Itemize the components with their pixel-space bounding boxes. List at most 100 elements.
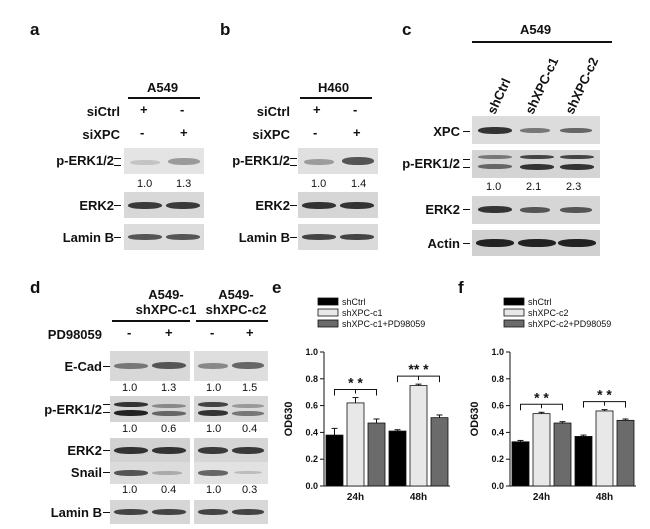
erk2-label-d: ERK2 [67,443,102,458]
quant-perk-c3: 2.3 [566,181,582,193]
y-axis-label: OD630 [283,402,295,437]
bar-1-2 [616,419,635,487]
y-tick-label-0: 0.0 [305,481,318,491]
blot-laminb-d1 [110,500,190,524]
pd-mark-4: + [246,325,254,340]
bar-1-1 [595,410,614,487]
quant-perk-d3: 1.0 [206,423,222,435]
legend-label-2: shXPC-c2+PD98059 [528,319,611,329]
blot-erk2-c [472,196,600,224]
y-tick-label-0: 0.0 [491,481,504,491]
quant-snail-4: 0.3 [242,484,258,496]
quant-ecad-2: 1.3 [161,382,177,394]
laminb-label-d: Lamin B [50,505,102,520]
bar-0-1 [346,402,365,487]
x-tick-label-0: 24h [533,492,550,503]
erk2-label-c: ERK2 [425,202,460,217]
bar-0-1 [532,413,551,487]
blot-laminb-a [124,224,204,250]
sig-stars-0: * * [534,389,549,405]
sixpc-mark-a2: + [180,125,188,140]
blot-perk-c [472,150,600,178]
pd-mark-3: - [210,325,215,340]
lane-label-shxpc-c1: shXPC-c1 [522,54,562,117]
laminb-label-a: Lamin B [62,230,114,245]
quant-perk-b1: 1.0 [311,178,327,190]
actin-label-c: Actin [427,236,461,251]
x-tick-label-1: 48h [596,492,613,503]
legend-swatch-1 [503,308,525,317]
legend-label-1: shXPC-c1 [342,308,383,318]
lane-label-shxpc-c2: shXPC-c2 [562,54,602,117]
legend-label-1: shXPC-c2 [528,308,569,318]
header-line-a [128,97,200,99]
blot-erk2-b [298,192,378,218]
legend-swatch-0 [317,297,339,306]
cell-line-c: A549 [520,22,552,37]
y-axis-label: OD630 [469,402,481,437]
bar-1-2 [430,417,449,487]
quant-perk-d1: 1.0 [122,423,138,435]
quant-perk-a1: 1.0 [137,178,153,190]
sixpc-mark-a1: - [140,125,145,140]
sictrl-mark-b2: - [353,102,358,117]
laminb-label-b: Lamin B [238,230,290,245]
x-tick-label-0: 24h [347,492,364,503]
blot-ecad-d2 [194,351,268,381]
legend-swatch-0 [503,297,525,306]
sig-bracket-1 [397,375,440,383]
blot-erk2-a [124,192,204,218]
erk2-label-b: ERK2 [255,198,290,213]
sixpc-mark-b1: - [313,125,318,140]
pd98059-label: PD98059 [47,327,102,342]
perk-label-a: p-ERK1/2 [56,153,114,168]
header-line-c [472,41,612,43]
perk-label-d: p-ERK1/2 [44,402,102,417]
quant-perk-a2: 1.3 [176,178,192,190]
xpc-label-c: XPC [433,124,460,139]
quant-ecad-4: 1.5 [242,382,258,394]
blot-perk-d1 [110,396,190,422]
blot-laminb-d2 [194,500,268,524]
blot-perk-d2 [194,396,268,422]
legend-swatch-2 [317,319,339,328]
quant-perk-c1: 1.0 [486,181,502,193]
legend-swatch-1 [317,308,339,317]
sixpc-label-b: siXPC [252,127,290,142]
ecad-label-d: E-Cad [64,359,102,374]
blot-actin-c [472,230,600,256]
header-line-d1 [112,320,190,322]
sig-stars-1: * * [597,387,612,403]
y-tick-label-1: 0.2 [305,454,318,464]
snail-label-d: Snail [70,465,102,480]
sig-stars-1: ** * [408,361,429,377]
sixpc-mark-b2: + [353,125,361,140]
blot-perk-b [298,148,378,174]
blot-xpc-c [472,116,600,144]
perk-label-b: p-ERK1/2 [232,153,290,168]
sig-bracket-0 [520,403,563,411]
sig-bracket-1 [583,401,626,408]
y-tick-label-4: 0.8 [305,374,318,384]
bar-1-0 [388,430,407,487]
sictrl-mark-a1: + [140,102,148,117]
y-tick-label-1: 0.2 [491,454,504,464]
x-tick-label-1: 48h [410,492,427,503]
quant-snail-1: 1.0 [122,484,138,496]
blot-snail-d1 [110,462,190,484]
quant-ecad-1: 1.0 [122,382,138,394]
sixpc-label-a: siXPC [82,127,120,142]
blot-perk-a [124,148,204,174]
perk-label-c: p-ERK1/2 [402,156,460,171]
bar-0-0 [325,434,344,487]
bar-0-2 [367,422,386,487]
quant-perk-d4: 0.4 [242,423,258,435]
quant-perk-d2: 0.6 [161,423,177,435]
quant-perk-b2: 1.4 [351,178,367,190]
sictrl-label-b: siCtrl [256,104,290,119]
y-tick-label-2: 0.4 [491,427,504,437]
cell-line-a: A549 [147,80,179,95]
panel-label-d: d [30,278,41,297]
